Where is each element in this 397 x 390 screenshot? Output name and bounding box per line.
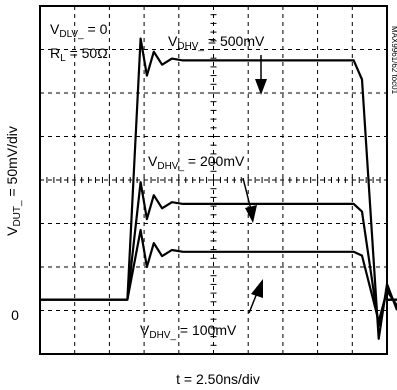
annotation-100mv: VDHV_ = 100mV <box>140 322 237 341</box>
zero-tick-label: 0 <box>11 307 19 323</box>
arrow-100mv <box>248 279 263 314</box>
plot-frame <box>39 5 388 355</box>
trace-200mv <box>40 181 397 327</box>
arrow-500mv <box>255 55 267 95</box>
figure-id: MAX9961/62 toc01 <box>390 26 397 95</box>
traces <box>40 37 397 340</box>
annotation-500mv: VDHV_ = 500mV <box>168 33 265 52</box>
y-axis-label: VDUT_ = 50mV/div <box>4 126 23 236</box>
condition-rl: RL = 50Ω <box>50 45 108 64</box>
arrow-200mv <box>242 177 257 223</box>
annotation-200mv: VDHV_ = 200mV <box>148 153 245 172</box>
trace-100mv <box>40 228 397 323</box>
trace-500mv <box>40 37 397 340</box>
grid <box>40 6 387 354</box>
condition-vdlv: VDLV_ = 0 <box>50 21 108 40</box>
x-axis-label: t = 2.50ns/div <box>176 371 260 387</box>
